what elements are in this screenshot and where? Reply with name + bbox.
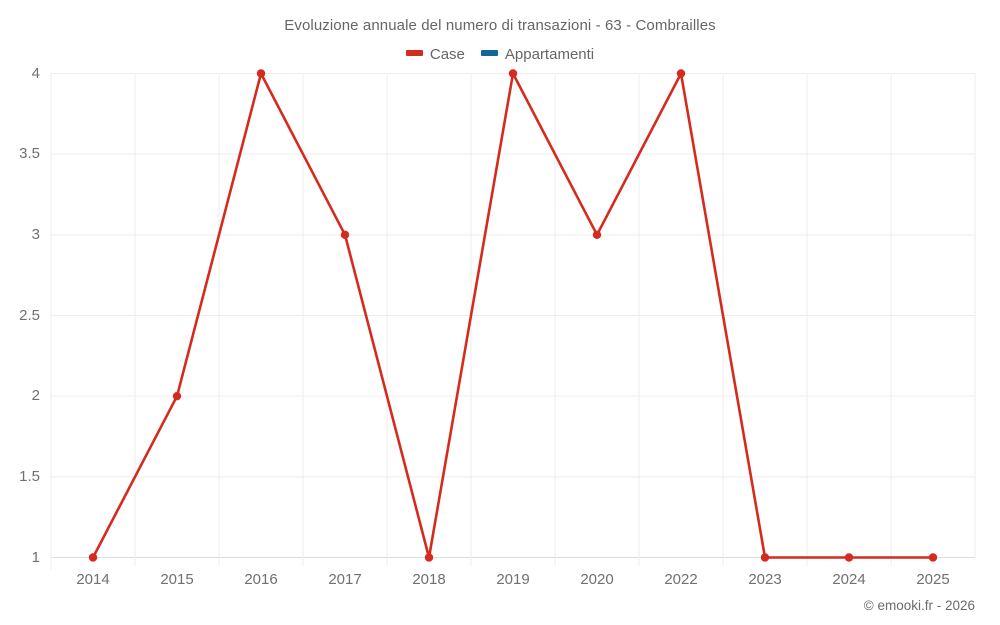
x-axis-tick-label: 2022 [664, 570, 698, 588]
legend-item-case[interactable]: Case [405, 45, 465, 63]
x-axis-tick-label: 2015 [160, 570, 194, 588]
copyright-credit: © emooki.fr - 2026 [863, 598, 975, 613]
x-axis-tick-label: 2019 [496, 570, 530, 588]
legend-item-appartamenti[interactable]: Appartamenti [480, 45, 595, 63]
y-axis-tick-label: 1 [31, 548, 40, 566]
chart-title: Evoluzione annuale del numero di transaz… [284, 17, 716, 34]
gridlines [50, 73, 976, 558]
x-axis-tick-label: 2025 [916, 570, 950, 588]
chart-legend: Case Appartamenti [0, 45, 1000, 63]
legend-label-case: Case [429, 45, 465, 63]
legend-swatch-case [405, 50, 423, 57]
y-axis-tick-label: 3 [31, 225, 40, 243]
x-axis-tick-label: 2014 [76, 570, 110, 588]
legend-label-appartamenti: Appartamenti [504, 45, 595, 63]
x-axis-tick-label: 2020 [580, 570, 614, 588]
x-axis-tick-label: 2024 [832, 570, 866, 588]
x-axis-tick-label: 2017 [328, 570, 362, 588]
legend-swatch-appartamenti [480, 50, 498, 57]
x-axis-tick-label: 2018 [412, 570, 446, 588]
y-axis-tick-label: 3.5 [19, 145, 40, 163]
y-axis-tick-label: 4 [31, 64, 40, 82]
x-axis-tick-label: 2023 [748, 570, 782, 588]
axis-lines [50, 73, 892, 570]
series-points [88, 69, 938, 562]
y-axis-tick-label: 1.5 [19, 467, 40, 485]
y-axis-tick-label: 2 [31, 387, 40, 405]
y-axis-tick-label: 2.5 [19, 306, 40, 324]
x-axis-tick-label: 2016 [244, 570, 278, 588]
